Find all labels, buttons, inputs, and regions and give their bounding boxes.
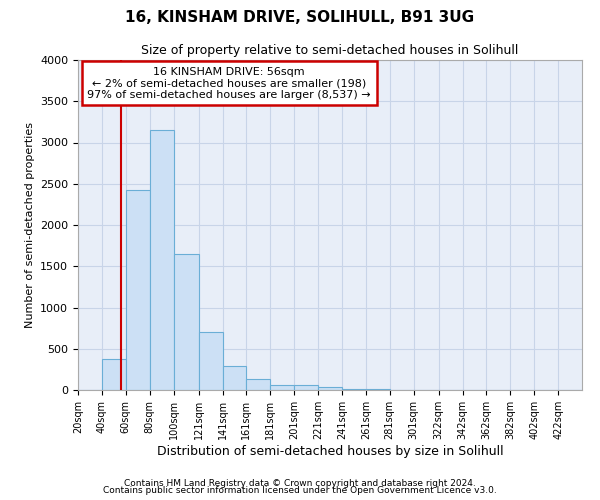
Bar [223, 366, 247, 390]
X-axis label: Distribution of semi-detached houses by size in Solihull: Distribution of semi-detached houses by … [157, 444, 503, 458]
Bar [149, 130, 173, 390]
Bar [102, 358, 126, 390]
Bar [342, 389, 366, 390]
Bar [247, 380, 270, 390]
Bar [173, 254, 199, 390]
Text: Contains public sector information licensed under the Open Government Licence v3: Contains public sector information licen… [103, 486, 497, 495]
Text: 16, KINSHAM DRIVE, SOLIHULL, B91 3UG: 16, KINSHAM DRIVE, SOLIHULL, B91 3UG [125, 10, 475, 25]
Bar [270, 384, 294, 390]
Bar [126, 190, 149, 390]
Text: 16 KINSHAM DRIVE: 56sqm
← 2% of semi-detached houses are smaller (198)
97% of se: 16 KINSHAM DRIVE: 56sqm ← 2% of semi-det… [88, 66, 371, 100]
Bar [199, 332, 223, 390]
Y-axis label: Number of semi-detached properties: Number of semi-detached properties [25, 122, 35, 328]
Text: Contains HM Land Registry data © Crown copyright and database right 2024.: Contains HM Land Registry data © Crown c… [124, 478, 476, 488]
Bar [318, 387, 342, 390]
Bar [294, 386, 318, 390]
Title: Size of property relative to semi-detached houses in Solihull: Size of property relative to semi-detach… [142, 44, 518, 58]
